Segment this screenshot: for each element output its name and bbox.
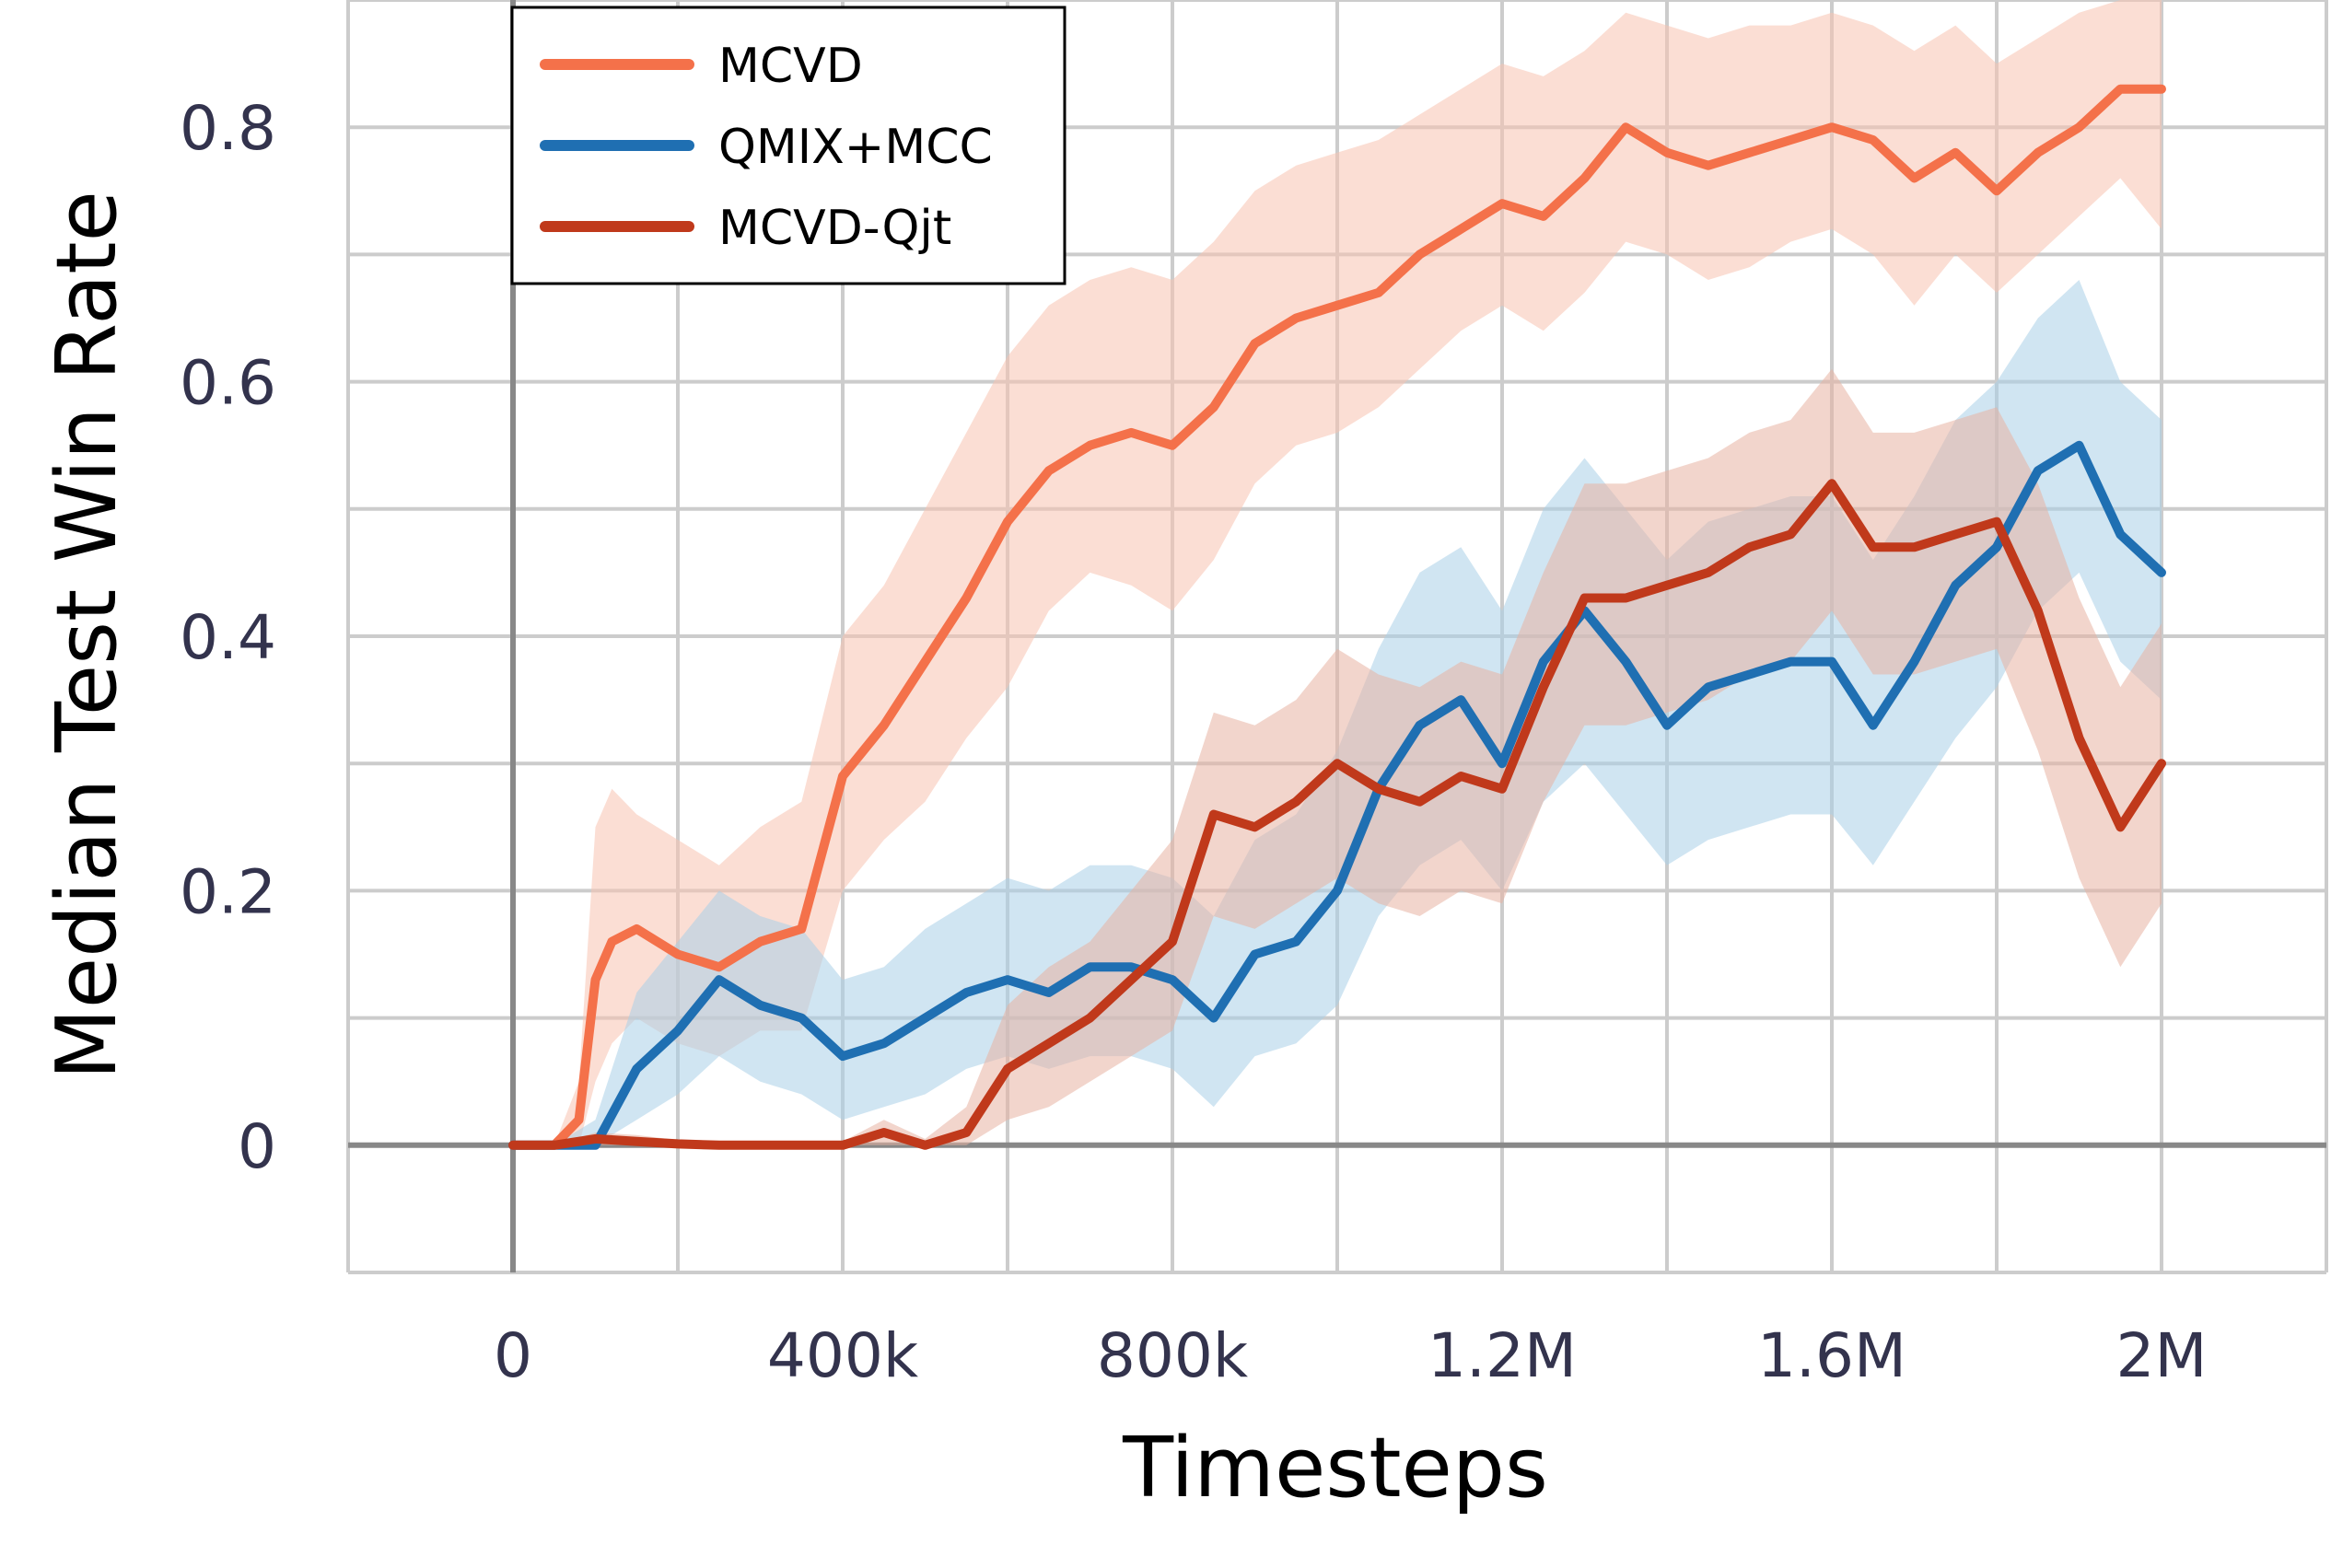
x-tick-label: 0 [494, 1320, 532, 1391]
x-tick-label: 1.2M [1428, 1320, 1577, 1391]
x-axis-title: Timesteps [1122, 1420, 1548, 1516]
series-line-mcvd [508, 84, 2166, 1150]
y-tick-label: 0.6 [180, 348, 276, 419]
y-tick-label: 0 [238, 1111, 276, 1182]
x-tick-label: 1.6M [1757, 1320, 1906, 1391]
legend-label-qmix-mcc: QMIX+MCC [718, 120, 993, 175]
series-lines [508, 84, 2166, 1150]
series-line-mcvd-qjt [508, 479, 2166, 1150]
x-tick-label: 800k [1097, 1320, 1249, 1391]
y-tick-label: 0.8 [180, 93, 276, 164]
y-tick-labels: 0 0.2 0.4 0.6 0.8 [180, 93, 276, 1182]
x-tick-labels: 0 400k 800k 1.2M 1.6M 2M [494, 1320, 2207, 1391]
y-axis-title: Median Test Win Rate [39, 191, 135, 1080]
x-tick-label: 2M [2116, 1320, 2208, 1391]
legend: MCVD QMIX+MCC MCVD-Qjt [510, 6, 1066, 285]
series-line-qmix-mcc [508, 440, 2166, 1150]
y-tick-label: 0.2 [180, 856, 276, 927]
legend-label-mcvd-qjt: MCVD-Qjt [718, 201, 951, 256]
band-mcvd-qjt [513, 368, 2162, 1145]
legend-label-mcvd: MCVD [718, 39, 863, 94]
x-tick-label: 400k [767, 1320, 919, 1391]
band-qmix-mcc [513, 280, 2162, 1145]
y-tick-label: 0.4 [180, 602, 276, 673]
